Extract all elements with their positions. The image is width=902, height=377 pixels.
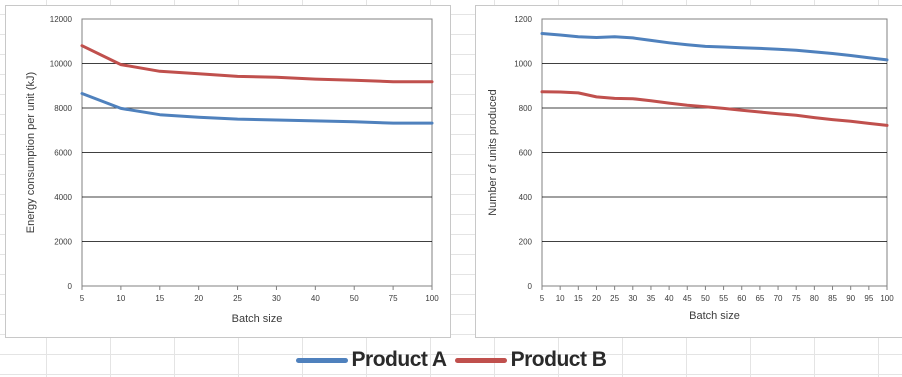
- units-chart-x-tick-label: 95: [864, 294, 873, 303]
- units-chart-x-tick-label: 15: [574, 294, 583, 303]
- energy-chart-x-tick-label: 10: [116, 294, 125, 303]
- energy-chart-y-tick-label: 6000: [54, 149, 72, 158]
- energy-consumption-chart: 0 2000 4000 6000 8000 10000 12000 5 10 15 20 25 30 40…: [25, 15, 439, 325]
- legend-swatch-product-a: [295, 357, 348, 363]
- energy-chart-x-tick-label: 5: [80, 294, 85, 303]
- energy-chart-y-tick-label: 8000: [54, 104, 72, 113]
- units-chart-y-tick-label: 600: [519, 149, 533, 158]
- units-chart-x-tick-label: 60: [737, 294, 746, 303]
- energy-chart-x-axis-label: Batch size: [232, 313, 283, 325]
- energy-chart-panel[interactable]: 0 2000 4000 6000 8000 10000 12000 5 10 15 20 25 30 40…: [5, 5, 451, 338]
- units-chart-x-tick-label: 45: [683, 294, 692, 303]
- units-chart-y-tick-label: 0: [528, 282, 533, 291]
- energy-chart-series-line-product-b: [80, 44, 434, 84]
- units-chart-x-tick-label: 100: [880, 294, 894, 303]
- legend-swatch-product-b: [454, 357, 507, 363]
- legend-label-product-a: Product A: [351, 348, 448, 371]
- units-chart-x-tick-label: 35: [646, 294, 655, 303]
- units-chart-x-tick-label: 80: [810, 294, 819, 303]
- units-chart-x-tick-label: 65: [755, 294, 764, 303]
- energy-chart-x-tick-label: 15: [155, 294, 164, 303]
- units-chart-x-tick-label: 25: [610, 294, 619, 303]
- units-chart-x-tick-label: 5: [540, 294, 545, 303]
- energy-chart-y-axis-label: Energy consumption per unit (kJ): [25, 72, 37, 233]
- legend-item-product-b: Product B: [454, 348, 607, 372]
- units-chart-x-tick-label: 85: [828, 294, 837, 303]
- legend: Product A Product B: [0, 345, 902, 375]
- energy-chart-y-tick-label: 2000: [54, 238, 72, 247]
- units-chart-y-tick-label: 1200: [514, 15, 532, 24]
- units-chart-y-axis-label: Number of units produced: [487, 89, 499, 216]
- energy-chart-x-tick-label: 75: [389, 294, 398, 303]
- units-chart-series-line-product-a: [540, 32, 889, 62]
- units-chart-x-tick-label: 70: [774, 294, 783, 303]
- energy-chart-x-tick-label: 50: [350, 294, 359, 303]
- units-chart-x-tick-label: 50: [701, 294, 710, 303]
- units-chart-x-tick-label: 90: [846, 294, 855, 303]
- energy-chart-x-tick-label: 25: [233, 294, 242, 303]
- units-chart-x-axis-label: Batch size: [689, 310, 740, 322]
- energy-chart-y-tick-label: 10000: [50, 60, 73, 69]
- units-chart-x-tick-label: 10: [556, 294, 565, 303]
- energy-chart-y-tick-label: 0: [68, 282, 73, 291]
- energy-chart-x-tick-label: 100: [425, 294, 439, 303]
- units-chart-x-tick-label: 55: [719, 294, 728, 303]
- units-chart-y-tick-label: 400: [519, 193, 533, 202]
- units-chart-y-tick-label: 200: [519, 238, 533, 247]
- legend-label-product-b: Product B: [510, 348, 607, 371]
- units-chart-x-tick-label: 20: [592, 294, 601, 303]
- energy-chart-x-tick-label: 30: [272, 294, 281, 303]
- units-chart-x-tick-label: 40: [665, 294, 674, 303]
- units-produced-chart-panel[interactable]: 0 200 400 600 800 1000 1200 5 10 15 20 25 30 35 40 45 50…: [475, 5, 902, 338]
- units-chart-series-line-product-b: [540, 90, 889, 127]
- legend-item-product-a: Product A: [295, 348, 448, 372]
- energy-chart-y-tick-label: 12000: [50, 15, 73, 24]
- units-chart-y-tick-label: 800: [519, 104, 533, 113]
- energy-chart-y-tick-label: 4000: [54, 193, 72, 202]
- units-chart-x-tick-label: 30: [628, 294, 637, 303]
- energy-chart-x-tick-label: 40: [311, 294, 320, 303]
- energy-chart-series-line-product-a: [80, 92, 434, 125]
- units-produced-chart: 0 200 400 600 800 1000 1200 5 10 15 20 25 30 35 40 45 50…: [487, 15, 894, 322]
- energy-chart-x-tick-label: 20: [194, 294, 203, 303]
- units-chart-x-tick-label: 75: [792, 294, 801, 303]
- units-chart-y-tick-label: 1000: [514, 60, 532, 69]
